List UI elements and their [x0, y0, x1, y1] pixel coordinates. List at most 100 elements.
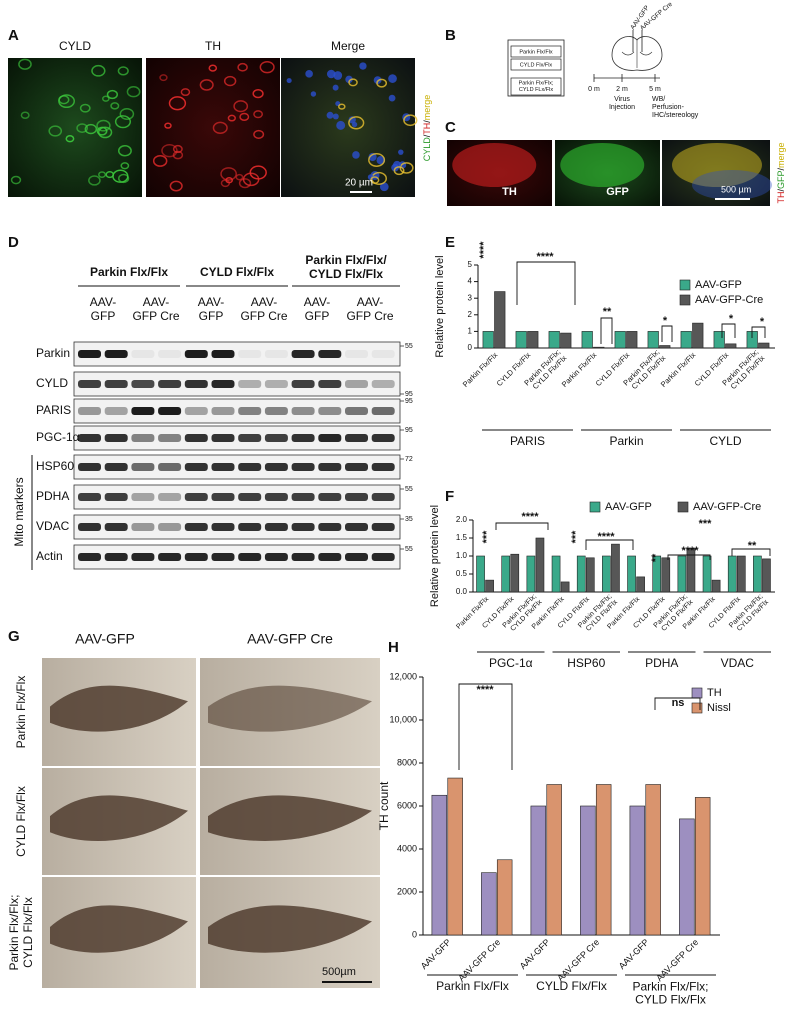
x-tick-label: AAV-GFP Cre — [555, 937, 601, 983]
bar — [661, 557, 671, 593]
cell — [242, 172, 260, 187]
cell — [117, 66, 129, 76]
substantia-nigra — [50, 795, 188, 841]
nucleus — [352, 151, 360, 159]
bar — [686, 548, 696, 593]
blot-band — [345, 380, 368, 388]
cell — [164, 122, 172, 129]
blot-group: Parkin Flx/Flx — [90, 265, 168, 279]
blot-band — [104, 380, 128, 388]
blot-band — [211, 553, 235, 561]
blot-band — [211, 350, 235, 358]
blot-band — [318, 463, 342, 471]
blot-band — [78, 463, 101, 471]
lane-label: AAV-GFP Cre — [240, 295, 287, 323]
blot-band — [371, 407, 395, 415]
blot-band — [104, 463, 128, 471]
bar — [614, 331, 626, 349]
significance-label: ** — [650, 553, 662, 562]
blot-row-label: CYLD — [36, 376, 68, 390]
bar — [431, 794, 448, 936]
blot-band — [264, 350, 288, 358]
panel-label: F — [445, 488, 454, 505]
blot-group: Parkin Flx/Flx/CYLD Flx/Flx — [305, 253, 387, 281]
cell — [348, 78, 358, 87]
stain — [452, 143, 537, 187]
blot-band — [184, 463, 208, 471]
panel-label: H — [388, 639, 399, 656]
mw-label: 55 — [405, 546, 413, 553]
blot-band — [78, 380, 101, 388]
cell — [18, 58, 32, 70]
blot-band — [238, 434, 262, 442]
blot-band — [104, 493, 128, 501]
significance-label: ** — [603, 306, 612, 318]
cell — [172, 144, 183, 154]
blot-band — [78, 407, 101, 415]
side-label-part: / — [776, 168, 786, 171]
blot-row-label: PDHA — [36, 489, 69, 503]
cell — [338, 103, 346, 110]
cell — [58, 95, 70, 105]
cell — [239, 112, 250, 122]
significance-bracket — [458, 683, 513, 770]
significance-label: *** — [570, 530, 582, 544]
y-tick-label: 0 — [412, 929, 417, 939]
group-label: PARIS — [510, 434, 545, 448]
mw-label: 72 — [405, 456, 413, 463]
nucleus — [359, 62, 367, 70]
row-label: Parkin Flx/Flx;CYLD Flx/Flx — [7, 894, 35, 970]
bar — [494, 291, 506, 349]
bar — [485, 579, 494, 593]
legend-label: TH — [707, 687, 722, 699]
y-tick-label: 2000 — [397, 886, 417, 896]
blot-band — [158, 523, 182, 531]
substantia-nigra — [50, 685, 188, 732]
cell — [348, 116, 365, 130]
cell — [88, 175, 101, 186]
blot-band — [131, 493, 155, 501]
significance-bracket — [585, 539, 634, 550]
significance-label: * — [729, 313, 734, 325]
y-axis-title: TH count — [377, 781, 391, 830]
legend-swatch — [589, 501, 601, 513]
cell — [84, 123, 98, 135]
step-label: Virus Injection — [609, 96, 635, 111]
x-tick-label: AAV-GFP Cre — [456, 937, 502, 983]
blot-band — [318, 380, 342, 388]
blot-band — [158, 434, 182, 442]
y-tick-label: 5 — [468, 260, 473, 269]
blot-band — [158, 553, 182, 561]
image-title: TH — [502, 186, 517, 198]
cell — [227, 114, 236, 122]
group-label: Parkin — [609, 434, 643, 448]
side-label-part: TH — [776, 192, 786, 204]
cell — [223, 75, 237, 87]
bar — [645, 784, 661, 936]
blot-band — [345, 523, 368, 531]
cell — [199, 79, 214, 91]
legend-swatch — [679, 294, 691, 306]
blot-band — [238, 553, 262, 561]
cell — [233, 100, 249, 113]
side-label-part: / — [776, 189, 786, 192]
nucleus — [388, 74, 397, 83]
cell — [96, 119, 111, 132]
blot-band — [264, 407, 288, 415]
blot-band — [184, 380, 208, 388]
blot-band — [211, 463, 235, 471]
blot-band — [211, 523, 235, 531]
blot-band — [371, 350, 395, 358]
stain — [672, 143, 762, 187]
significance-label: * — [760, 316, 765, 328]
mw-label: 95 — [405, 427, 413, 434]
legend-label: Nissl — [707, 702, 731, 714]
blot-band — [291, 523, 315, 531]
bar — [593, 346, 605, 349]
blot-band — [78, 350, 101, 358]
bar — [595, 784, 612, 936]
blot-band — [371, 523, 395, 531]
bar — [711, 579, 721, 593]
legend-label: AAV-GFP-Cre — [695, 294, 763, 306]
